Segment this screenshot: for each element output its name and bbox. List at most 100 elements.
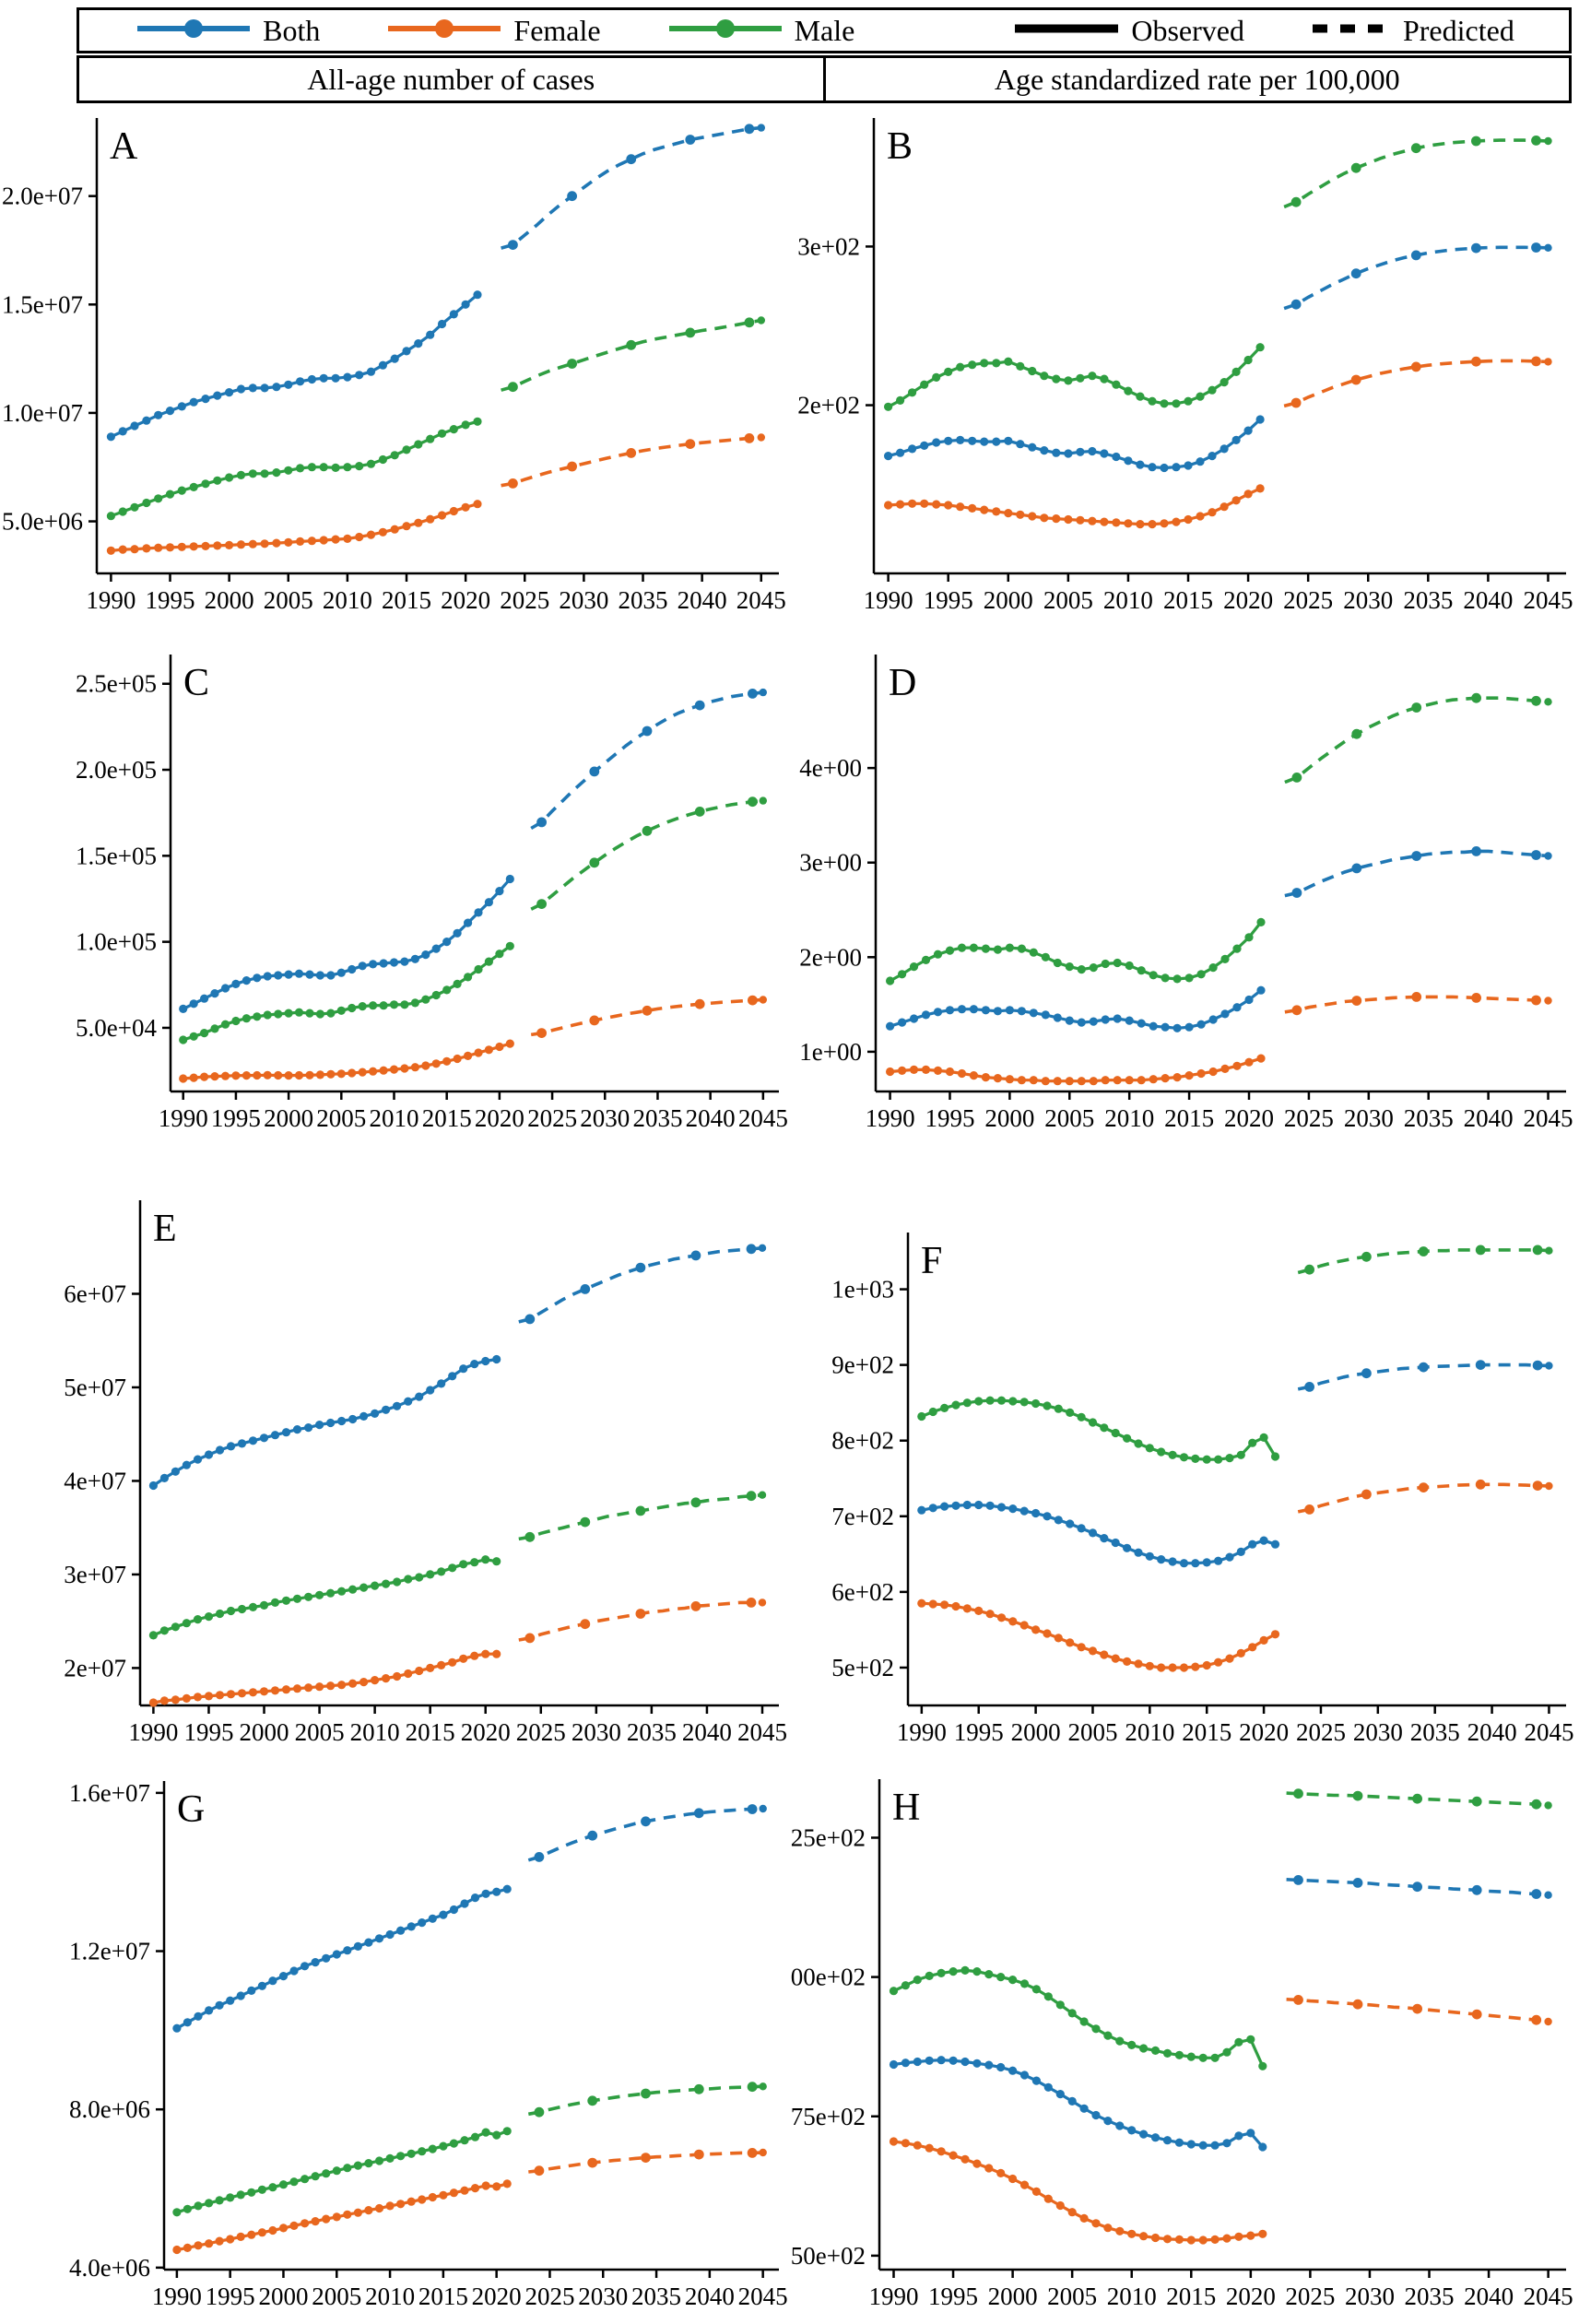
x-tick-label: 1990 bbox=[152, 2283, 202, 2310]
x-tick-label: 2005 bbox=[1044, 1104, 1094, 1132]
series-male-observed bbox=[889, 1965, 1267, 2070]
x-tick-label: 1990 bbox=[864, 586, 913, 614]
series-female-observed bbox=[889, 2137, 1267, 2245]
panel-C-axes bbox=[162, 655, 779, 1100]
series-female-observed bbox=[884, 484, 1265, 529]
x-tick-label: 2040 bbox=[678, 586, 727, 614]
series-female-predicted bbox=[528, 2148, 767, 2177]
x-tick-label: 2000 bbox=[264, 1104, 313, 1132]
x-tick-label: 2040 bbox=[1464, 2283, 1514, 2310]
x-tick-label: 2030 bbox=[1343, 586, 1393, 614]
series-both-observed bbox=[106, 290, 482, 442]
x-tick-label: 1990 bbox=[86, 586, 136, 614]
panel-D-chart: 4e+00 3e+00 2e+00 1e+00 1990 1995 2000 2005 2010… bbox=[790, 647, 1579, 1191]
series-male-observed bbox=[179, 941, 514, 1044]
x-tick-label: 1995 bbox=[206, 2283, 255, 2310]
series-female-observed bbox=[886, 1054, 1266, 1086]
y-tick-label: 2e+02 bbox=[797, 392, 860, 419]
x-tick-label: 2020 bbox=[1239, 1718, 1289, 1746]
y-tick-label: 7e+02 bbox=[831, 1503, 894, 1530]
x-tick-label: 2030 bbox=[580, 1104, 630, 1132]
y-tick-label: 6e+07 bbox=[64, 1280, 126, 1307]
legend-item-female: Female bbox=[384, 14, 601, 48]
x-tick-label: 1995 bbox=[211, 1104, 261, 1132]
panel-E-tick-labels: 6e+07 5e+07 4e+07 3e+07 2e+07 1990 1995 2000 200… bbox=[64, 1280, 787, 1746]
panel-letter-C: C bbox=[183, 662, 209, 704]
header-all-age-cases: All-age number of cases bbox=[79, 58, 826, 100]
x-tick-label: 2025 bbox=[1284, 1104, 1334, 1132]
series-both-predicted bbox=[1284, 846, 1552, 898]
x-tick-label: 2030 bbox=[1344, 1104, 1394, 1132]
y-tick-label: 1.5e+05 bbox=[76, 842, 157, 869]
y-tick-label: 3e+02 bbox=[797, 232, 860, 260]
y-tick-label: 1.50e+02 bbox=[790, 2242, 866, 2270]
x-tick-label: 2040 bbox=[1464, 1104, 1514, 1132]
observed-solid-line-icon bbox=[1011, 17, 1122, 45]
series-male-observed bbox=[884, 343, 1265, 411]
panel-letter-G: G bbox=[177, 1788, 205, 1831]
panel-A-chart: 2.0e+07 1.5e+07 1.0e+07 5.0e+06 1990 1995 2000… bbox=[0, 103, 790, 647]
y-tick-label: 1.5e+07 bbox=[2, 290, 83, 318]
panel-letter-A: A bbox=[110, 125, 138, 168]
series-female-predicted bbox=[1297, 1479, 1553, 1515]
legend-label-predicted: Predicted bbox=[1402, 13, 1514, 47]
y-tick-label: 2.0e+07 bbox=[2, 183, 83, 210]
x-tick-label: 2030 bbox=[1345, 2283, 1395, 2310]
x-tick-label: 2000 bbox=[240, 1718, 289, 1746]
x-tick-label: 2025 bbox=[500, 586, 549, 614]
y-tick-label: 9e+02 bbox=[831, 1351, 894, 1379]
series-male-observed bbox=[886, 917, 1266, 985]
panel-letter-H: H bbox=[892, 1787, 920, 1829]
series-both-predicted bbox=[501, 124, 765, 250]
x-tick-label: 2045 bbox=[1524, 1104, 1573, 1132]
panel-letter-E: E bbox=[153, 1208, 177, 1250]
legend-label-observed: Observed bbox=[1131, 13, 1244, 47]
y-tick-label: 5.0e+06 bbox=[2, 508, 83, 536]
x-tick-label: 1995 bbox=[954, 1718, 1004, 1746]
x-tick-label: 1995 bbox=[928, 2283, 978, 2310]
y-tick-label: 1.2e+07 bbox=[69, 1938, 150, 1965]
x-tick-label: 2035 bbox=[1410, 1718, 1460, 1746]
series-male-observed bbox=[172, 2127, 512, 2217]
series-both-predicted bbox=[530, 688, 767, 831]
x-tick-label: 2035 bbox=[627, 1718, 677, 1746]
series-both-predicted bbox=[518, 1244, 767, 1325]
y-tick-label: 2.25e+02 bbox=[790, 1823, 866, 1851]
x-tick-label: 2010 bbox=[1107, 2283, 1157, 2310]
series-female-predicted bbox=[530, 995, 767, 1038]
x-tick-label: 2000 bbox=[984, 586, 1033, 614]
series-male-predicted bbox=[518, 1491, 767, 1542]
panel-B-chart: 3e+02 2e+02 1990 1995 2000 2005 2010 2015 2020 20… bbox=[790, 103, 1579, 647]
series-both-observed bbox=[148, 1354, 501, 1491]
x-tick-label: 2005 bbox=[264, 586, 313, 614]
x-tick-label: 2010 bbox=[1103, 586, 1153, 614]
series-female-predicted bbox=[1284, 992, 1552, 1016]
series-female-predicted bbox=[1286, 1995, 1552, 2026]
both-line-marker-icon bbox=[134, 17, 253, 45]
y-tick-label: 8e+02 bbox=[831, 1427, 894, 1455]
x-tick-label: 2030 bbox=[559, 586, 608, 614]
x-tick-label: 2035 bbox=[1404, 1104, 1454, 1132]
panel-C-chart: 2.5e+05 2.0e+05 1.5e+05 1.0e+05 5.0e+04 1990 1… bbox=[0, 647, 790, 1191]
series-both-observed bbox=[917, 1500, 1280, 1568]
panel-G-axes bbox=[156, 1781, 779, 2278]
x-tick-label: 2015 bbox=[1182, 1718, 1231, 1746]
legend-item-both: Both bbox=[134, 14, 320, 48]
x-tick-label: 2025 bbox=[1283, 586, 1333, 614]
y-tick-label: 5e+07 bbox=[64, 1374, 126, 1401]
x-tick-label: 2040 bbox=[686, 1104, 736, 1132]
x-tick-label: 2020 bbox=[1226, 2283, 1276, 2310]
series-female-observed bbox=[179, 1039, 514, 1083]
x-tick-label: 1995 bbox=[183, 1718, 233, 1746]
male-line-marker-icon bbox=[666, 17, 785, 45]
x-tick-label: 2010 bbox=[323, 586, 372, 614]
series-both-predicted bbox=[1283, 242, 1552, 311]
y-tick-label: 6e+02 bbox=[831, 1578, 894, 1606]
x-tick-label: 1995 bbox=[925, 1104, 974, 1132]
y-tick-label: 4.0e+06 bbox=[69, 2254, 150, 2282]
x-tick-label: 2005 bbox=[1043, 586, 1093, 614]
y-tick-label: 1e+03 bbox=[831, 1276, 894, 1304]
legend-label-male: Male bbox=[794, 13, 855, 47]
x-tick-label: 2035 bbox=[1405, 2283, 1455, 2310]
